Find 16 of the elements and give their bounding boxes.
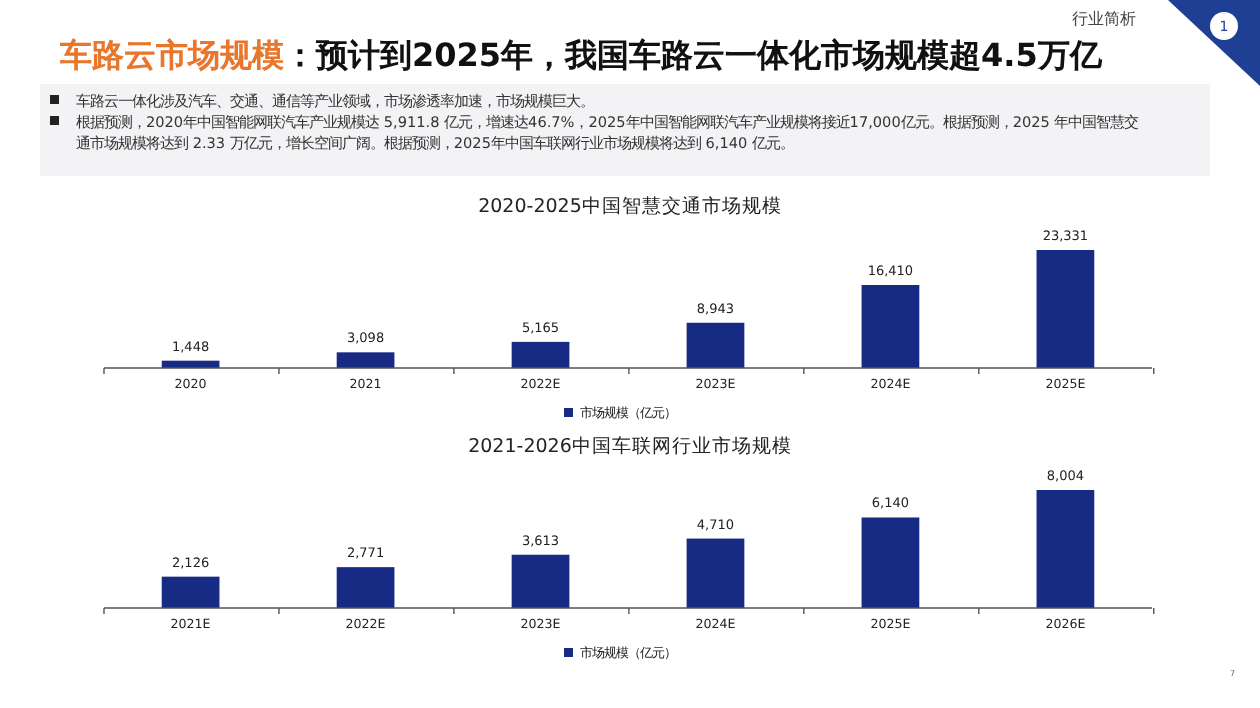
chart-title: 2020-2025中国智慧交通市场规模 <box>478 194 782 218</box>
text: 行业简析 <box>1072 10 1136 28</box>
text: 车路云市场规模 <box>58 36 284 74</box>
bar <box>161 576 220 608</box>
bar <box>336 567 395 608</box>
bar <box>511 554 570 608</box>
bar <box>861 285 920 368</box>
bar <box>861 517 920 608</box>
bar <box>336 352 395 368</box>
bar <box>686 538 745 608</box>
bar <box>511 341 570 368</box>
text: ：预计到2025年，我国车路云一体化市场规模超4.5万亿 <box>284 36 1104 74</box>
bar <box>686 322 745 368</box>
bar <box>1036 490 1095 608</box>
bar <box>1036 250 1095 368</box>
chart-title: 2021-2026中国车联网行业市场规模 <box>468 434 792 458</box>
